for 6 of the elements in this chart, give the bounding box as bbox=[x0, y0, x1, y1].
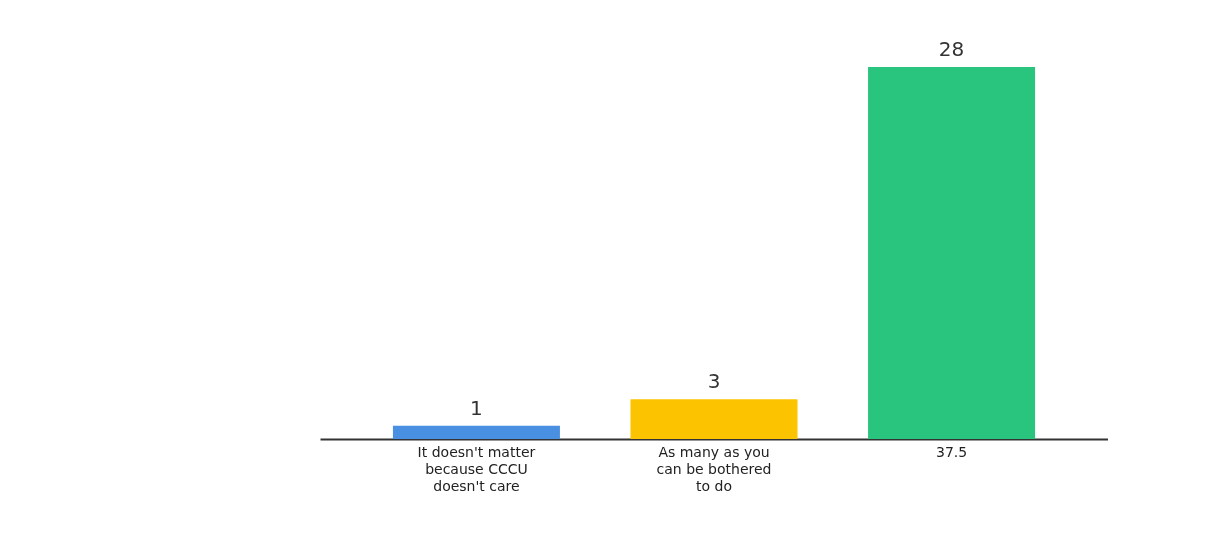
data-label: 28 bbox=[938, 37, 965, 61]
data-label: 1 bbox=[470, 395, 483, 420]
x-tick-label: As many as you can be bothered to do bbox=[656, 443, 772, 494]
x-tick-label: 37.5 bbox=[935, 443, 968, 460]
data-label: 3 bbox=[707, 369, 721, 394]
x-tick-label: It doesn't matter because CCCU doesn't care bbox=[417, 443, 536, 494]
